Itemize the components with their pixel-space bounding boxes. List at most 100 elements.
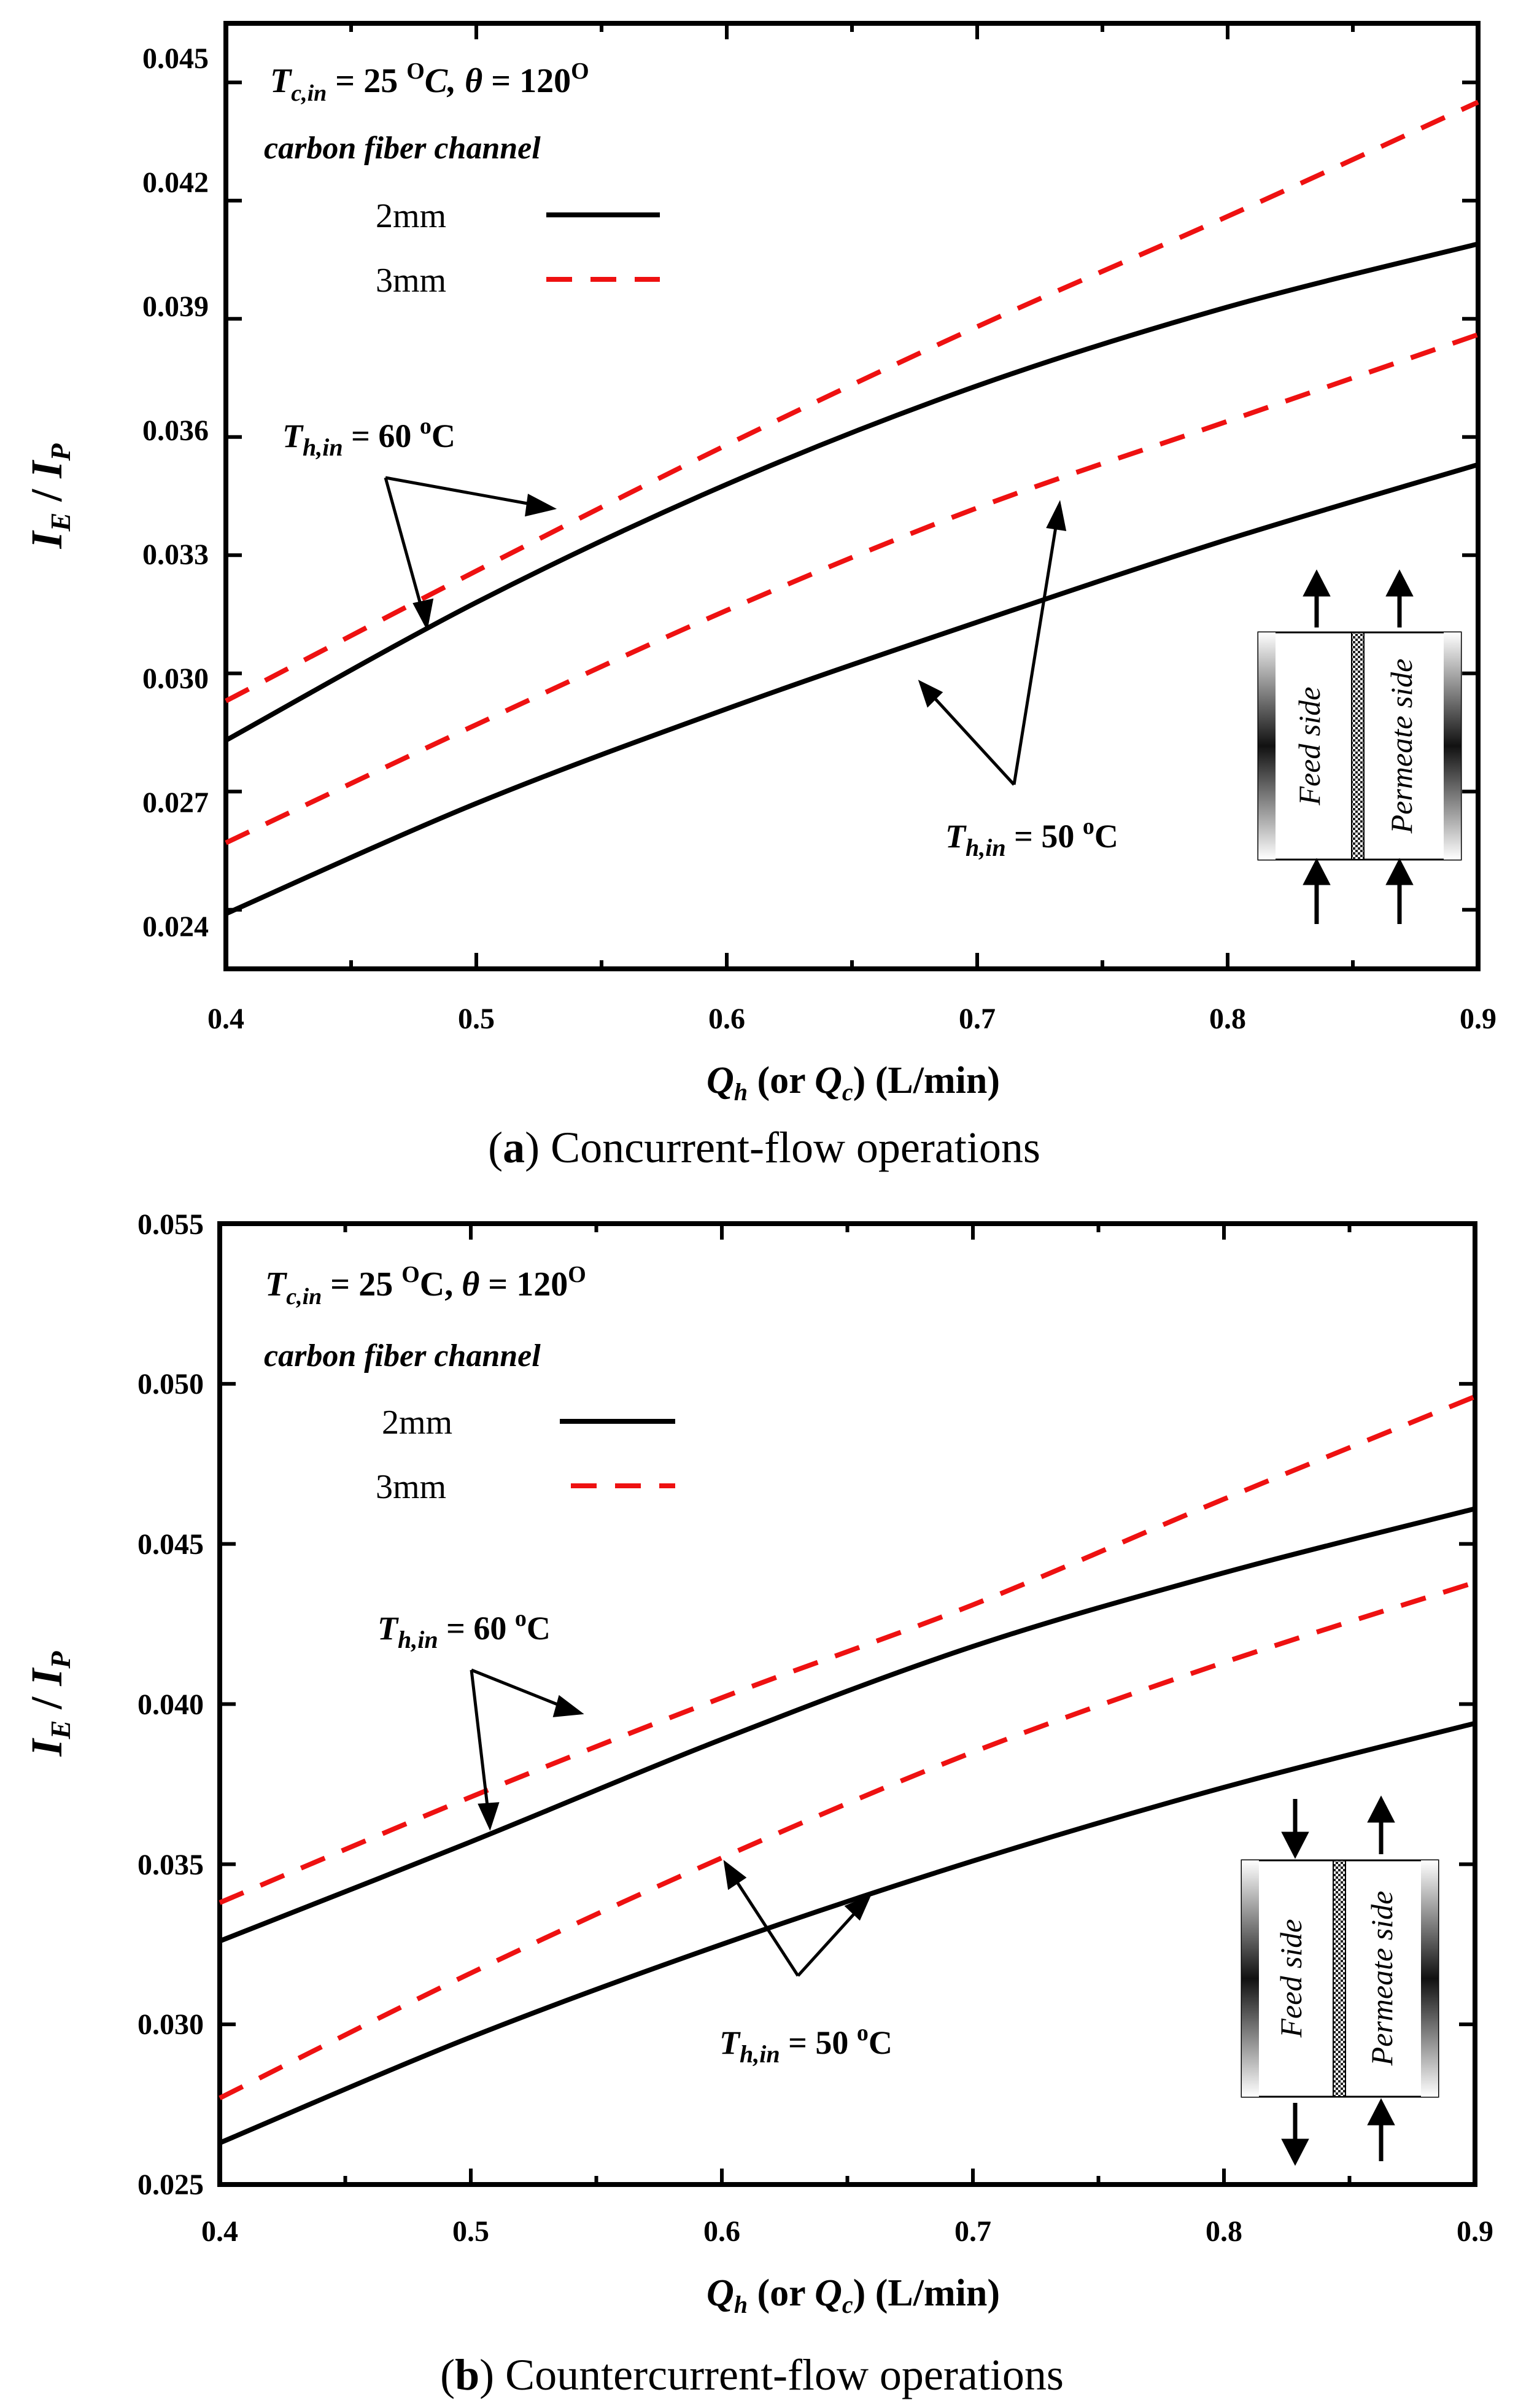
y-tick-b-0: 0.025: [137, 2169, 204, 2201]
y-tick-b-5: 0.050: [137, 1368, 204, 1400]
module-permeate-wall-b: [1421, 1860, 1438, 2097]
axis-ticks-b: [218, 1222, 1477, 2186]
panel-b: 0.025 0.030 0.035 0.040 0.045 0.050 0.05…: [22, 1208, 1493, 2399]
y-tick-a-1: 0.027: [142, 786, 209, 819]
flow-arrowhead-feed-bot-a: [1303, 858, 1331, 885]
y-tick-labels-b: 0.025 0.030 0.035 0.040 0.045 0.050 0.05…: [137, 1208, 204, 2201]
annotation-arrows-t60-a: [384, 476, 557, 631]
series-line-a-3: [225, 462, 1479, 916]
y-tick-b-2: 0.035: [137, 1849, 204, 1881]
arrow-line-t60-a-1: [385, 476, 535, 507]
y-tick-a-2: 0.030: [142, 662, 209, 695]
module-permeate-label-b: Permeate side: [1365, 1891, 1399, 2067]
arrow-line-t60-a-2: [384, 477, 424, 612]
channel-label-b: carbon fiber channel: [264, 1338, 541, 1373]
y-tick-b-3: 0.040: [137, 1688, 204, 1721]
axis-ticks-a: [224, 23, 1480, 969]
annotation-t50-b: Th,in = 50 oC: [719, 2020, 892, 2068]
y-tick-a-0: 0.024: [142, 911, 209, 943]
module-arrows-a: [1303, 569, 1414, 924]
x-tick-a-5: 0.9: [1460, 1003, 1496, 1035]
arrowhead-t60-b-2: [478, 1802, 500, 1831]
flow-arrowhead-perm-top-b: [1367, 1795, 1395, 1823]
series-line-b-0: [219, 1394, 1476, 1905]
x-tick-labels-b: 0.4 0.5 0.6 0.7 0.8 0.9: [201, 2215, 1493, 2248]
caption-a: (a) Concurrent-flow operations: [488, 1123, 1040, 1172]
x-axis-label-a: Qh (or Qc) (L/min): [707, 1060, 1000, 1106]
arrow-line-t50-b-2: [797, 1908, 859, 1977]
annotation-t60-b: Th,in = 60 oC: [377, 1606, 551, 1653]
y-tick-b-4: 0.045: [137, 1528, 204, 1561]
flow-arrowhead-perm-bot-a: [1385, 858, 1414, 885]
arrow-line-t50-b-1: [732, 1876, 800, 1977]
series-line-a-0: [225, 99, 1479, 704]
x-tick-a-3: 0.7: [959, 1003, 996, 1035]
series-group-a: [225, 99, 1479, 916]
arrowhead-t50-a-1: [918, 680, 943, 708]
arrowhead-t50-b-2: [844, 1894, 872, 1921]
series-line-b-1: [219, 1506, 1476, 1944]
annotation-arrows-t50-b: [723, 1860, 872, 1977]
legend-label-3mm-b: 3mm: [376, 1468, 446, 1506]
y-tick-b-1: 0.030: [137, 2008, 204, 2041]
condition-text-a: Tc,in = 25 OC, θ = 120O: [270, 58, 589, 106]
module-membrane-b: [1333, 1860, 1346, 2097]
y-tick-a-5: 0.039: [142, 290, 209, 323]
arrow-line-t60-b-1: [471, 1668, 564, 1709]
channel-label-a: carbon fiber channel: [264, 131, 541, 166]
module-permeate-wall-a: [1444, 632, 1461, 860]
legend-label-2mm-a: 2mm: [376, 197, 446, 235]
module-membrane-a: [1351, 632, 1365, 860]
module-feed-label-a: Feed side: [1292, 687, 1326, 806]
y-tick-a-6: 0.042: [142, 166, 209, 199]
annotation-arrows-t60-b: [470, 1668, 584, 1831]
x-tick-b-0: 0.4: [201, 2215, 238, 2248]
y-tick-b-6: 0.055: [137, 1208, 204, 1241]
series-line-a-1: [225, 241, 1479, 743]
x-tick-b-1: 0.5: [452, 2215, 489, 2248]
arrowhead-t60-b-1: [552, 1695, 584, 1717]
x-tick-b-4: 0.8: [1206, 2215, 1242, 2248]
series-group-b: [219, 1394, 1476, 2145]
flow-arrowhead-perm-bot-b: [1367, 2098, 1395, 2126]
arrowhead-t60-a-2: [412, 598, 434, 631]
series-line-a-2: [225, 332, 1479, 845]
flow-arrowhead-feed-bot-b: [1281, 2138, 1309, 2166]
y-axis-label-a: IE / IP: [22, 443, 76, 550]
x-tick-b-2: 0.6: [703, 2215, 740, 2248]
x-tick-labels-a: 0.4 0.5 0.6 0.7 0.8 0.9: [207, 1003, 1496, 1035]
arrowhead-t60-a-1: [525, 494, 557, 517]
module-diagram-b: Feed side Permeate side: [1241, 1795, 1439, 2166]
module-permeate-label-a: Permeate side: [1384, 659, 1419, 834]
y-tick-labels-a: 0.024 0.027 0.030 0.033 0.036 0.039 0.04…: [142, 42, 209, 943]
arrow-line-t60-b-2: [470, 1669, 490, 1812]
annotation-t50-a: Th,in = 50 oC: [945, 814, 1118, 861]
module-feed-label-b: Feed side: [1274, 1919, 1308, 2038]
caption-b: (b) Countercurrent-flow operations: [440, 2350, 1064, 2399]
arrowhead-t50-b-1: [723, 1860, 747, 1890]
arrow-line-t50-a-1: [931, 694, 1015, 786]
x-tick-a-1: 0.5: [458, 1003, 495, 1035]
flow-arrowhead-perm-top-a: [1385, 569, 1414, 597]
module-arrows-b: [1281, 1795, 1395, 2166]
x-tick-a-2: 0.6: [708, 1003, 745, 1035]
x-tick-b-3: 0.7: [954, 2215, 991, 2248]
arrowhead-t50-a-2: [1046, 500, 1067, 532]
panel-a: 0.024 0.027 0.030 0.033 0.036 0.039 0.04…: [22, 21, 1496, 1172]
y-axis-label-b: IE / IP: [22, 1651, 76, 1757]
legend-label-3mm-a: 3mm: [376, 262, 446, 300]
y-tick-a-7: 0.045: [142, 42, 209, 75]
annotation-t60-a: Th,in = 60 oC: [282, 413, 455, 461]
x-tick-b-5: 0.9: [1457, 2215, 1493, 2248]
flow-arrowhead-feed-top-b: [1281, 1831, 1309, 1859]
series-line-b-2: [219, 1580, 1476, 2100]
annotation-arrows-t50-a: [918, 500, 1067, 786]
series-line-b-3: [219, 1720, 1476, 2145]
module-feed-wall-b: [1242, 1860, 1259, 2097]
module-feed-wall-a: [1258, 632, 1276, 860]
condition-text-b: Tc,in = 25 OC, θ = 120O: [265, 1262, 586, 1310]
x-axis-label-b: Qh (or Qc) (L/min): [707, 2272, 1000, 2318]
x-tick-a-0: 0.4: [207, 1003, 244, 1035]
y-tick-a-3: 0.033: [142, 538, 209, 571]
